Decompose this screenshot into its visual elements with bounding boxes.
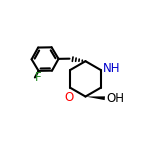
Text: NH: NH xyxy=(103,62,121,75)
Text: O: O xyxy=(65,92,74,104)
Text: F: F xyxy=(35,71,41,84)
Polygon shape xyxy=(85,96,105,100)
Text: OH: OH xyxy=(107,92,124,105)
